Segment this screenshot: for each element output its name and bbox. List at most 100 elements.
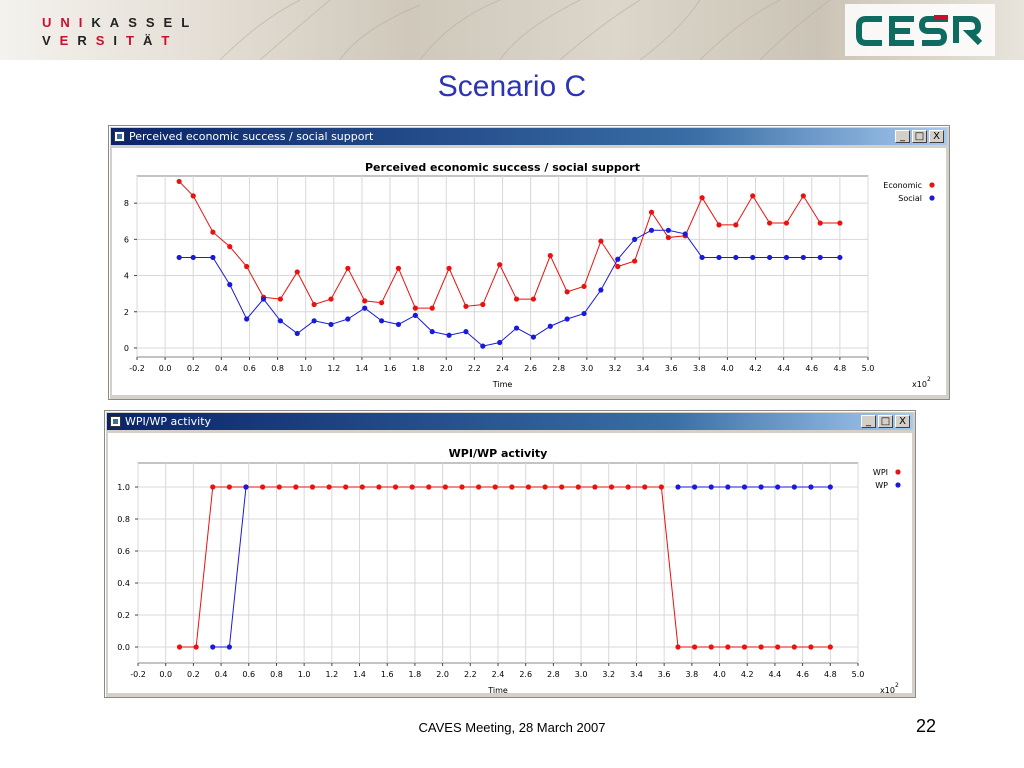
data-point-social <box>750 254 756 261</box>
x-tick-label: 3.2 <box>609 364 622 373</box>
data-point-social <box>800 254 806 261</box>
legend-marker <box>895 482 901 488</box>
data-point-social <box>497 339 503 346</box>
data-point-wpi <box>625 484 631 490</box>
chart-title: Perceived economic success / social supp… <box>365 161 640 174</box>
data-point-economic <box>564 289 570 295</box>
y-tick-label: 0 <box>124 344 129 353</box>
data-point-social <box>783 254 790 261</box>
x-tick-label: 5.0 <box>852 670 865 679</box>
wpi-wp-chart: WPI/WP activity -0.2 0.0 0.2 0.4 0.6 0.8 1.0 1.2… <box>108 433 912 693</box>
data-point-wpi <box>276 484 282 490</box>
x-tick-label: 2.6 <box>519 670 532 679</box>
data-point-wp <box>692 484 698 490</box>
x-tick-label: 0.2 <box>187 670 200 679</box>
x-tick-label: 1.4 <box>356 364 369 373</box>
x-tick-label: 0.4 <box>215 670 228 679</box>
data-point-wpi <box>758 644 764 650</box>
y-tick-label: 8 <box>124 199 129 208</box>
data-point-economic <box>665 234 671 241</box>
app-icon <box>114 131 125 142</box>
data-point-wpi <box>708 644 714 650</box>
university-logo: UNIKASSEL VERSITÄT <box>42 15 199 48</box>
data-point-economic <box>227 243 233 250</box>
close-button[interactable]: X <box>929 130 944 143</box>
data-point-social <box>412 312 418 318</box>
data-point-wpi <box>343 484 349 490</box>
window-titlebar[interactable]: Perceived economic success / social supp… <box>111 128 947 145</box>
x-tick-label: 2.0 <box>440 364 453 373</box>
x-multiplier-exponent: 2 <box>927 376 931 383</box>
data-point-economic <box>277 296 283 302</box>
x-tick-label: 2.0 <box>436 670 449 679</box>
x-tick-label: 4.0 <box>721 364 734 373</box>
data-point-economic <box>244 263 250 270</box>
data-point-economic <box>530 296 537 302</box>
data-point-social <box>227 282 233 288</box>
data-point-social <box>328 321 334 328</box>
data-point-social <box>699 254 705 261</box>
x-tick-label: -0.2 <box>130 670 146 679</box>
data-point-wpi <box>827 644 833 650</box>
x-tick-label: -0.2 <box>129 364 145 373</box>
series-line-social <box>179 229 840 347</box>
data-point-wp <box>791 484 797 490</box>
x-tick-label: 3.0 <box>580 364 593 373</box>
x-tick-label: 4.4 <box>769 670 782 679</box>
data-point-social <box>682 231 688 237</box>
x-tick-label: 1.2 <box>325 670 338 679</box>
data-point-economic <box>817 220 823 226</box>
x-tick-label: 1.6 <box>381 670 394 679</box>
data-point-economic <box>615 263 621 270</box>
minimize-button[interactable]: _ <box>895 130 910 143</box>
x-tick-label: 4.0 <box>713 670 726 679</box>
x-tick-label: 0.8 <box>271 364 284 373</box>
data-point-social <box>345 316 351 322</box>
x-tick-label: 1.0 <box>298 670 311 679</box>
data-point-economic <box>766 220 773 226</box>
data-point-wpi <box>476 484 482 490</box>
x-tick-label: 0.6 <box>242 670 255 679</box>
x-tick-label: 0.0 <box>159 670 172 679</box>
economic-success-window: Perceived economic success / social supp… <box>108 125 950 400</box>
legend-label: Social <box>898 194 922 203</box>
window-titlebar[interactable]: WPI/WP activity _ □ X <box>107 413 913 430</box>
maximize-button[interactable]: □ <box>878 415 893 428</box>
legend-label: Economic <box>883 181 922 190</box>
data-point-wp <box>741 484 748 490</box>
maximize-button[interactable]: □ <box>912 130 927 143</box>
data-point-economic <box>648 209 655 215</box>
data-point-wpi <box>409 484 415 490</box>
data-point-social <box>190 254 196 261</box>
data-point-wpi <box>226 484 232 490</box>
data-point-wpi <box>309 484 316 490</box>
data-point-economic <box>210 229 216 235</box>
data-point-social <box>665 227 671 233</box>
x-tick-label: 0.8 <box>270 670 283 679</box>
x-tick-label: 2.2 <box>464 670 477 679</box>
data-point-wpi <box>692 644 698 650</box>
window-controls: _ □ X <box>893 130 944 144</box>
close-button[interactable]: X <box>895 415 910 428</box>
data-point-social <box>244 316 250 322</box>
data-point-social <box>463 329 469 335</box>
data-point-wp <box>243 484 249 490</box>
data-point-social <box>733 254 739 261</box>
data-point-wpi <box>293 484 299 490</box>
data-point-wpi <box>542 484 548 490</box>
data-point-wpi <box>808 644 814 650</box>
x-tick-label: 0.2 <box>187 364 200 373</box>
data-point-economic <box>412 305 418 311</box>
x-tick-label: 4.6 <box>796 670 809 679</box>
data-point-economic <box>362 298 368 304</box>
data-point-social <box>446 332 452 338</box>
x-tick-label: 3.4 <box>630 670 643 679</box>
x-tick-label: 4.8 <box>834 364 847 373</box>
x-tick-label: 3.8 <box>693 364 706 373</box>
x-tick-label: 4.8 <box>824 670 837 679</box>
minimize-button[interactable]: _ <box>861 415 876 428</box>
data-point-wpi <box>442 484 448 490</box>
data-point-economic <box>547 253 553 259</box>
data-point-economic <box>699 195 705 201</box>
data-point-social <box>362 305 368 311</box>
